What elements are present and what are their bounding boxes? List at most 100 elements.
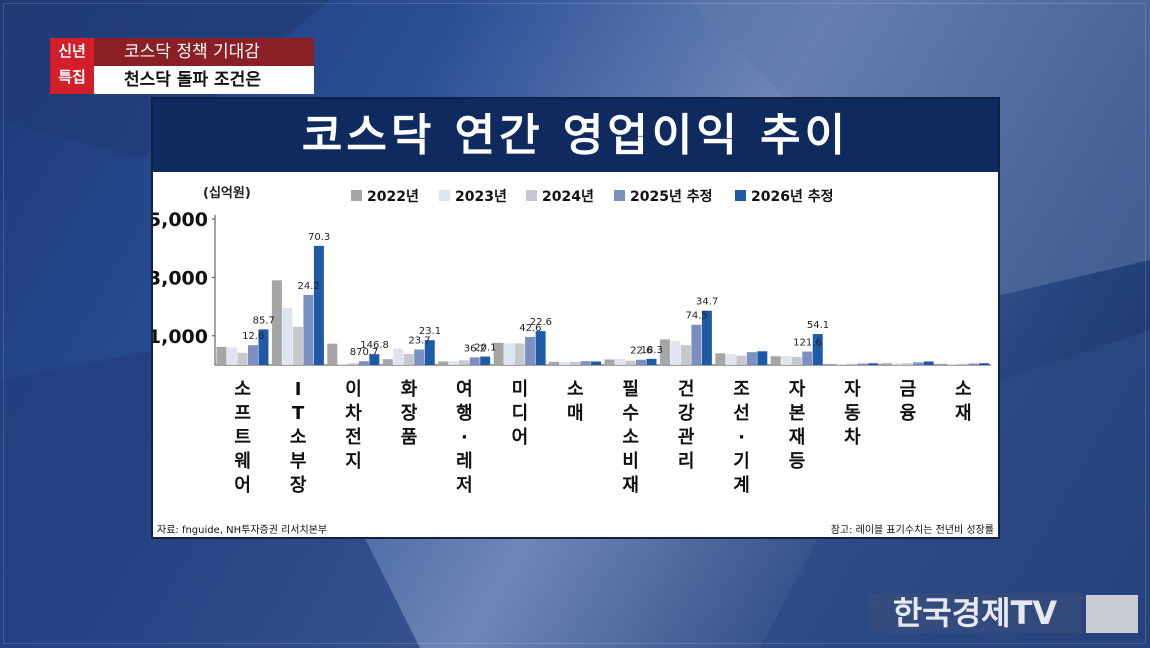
bar: [382, 359, 393, 365]
bar: [781, 355, 792, 365]
bar: [237, 352, 248, 365]
bar: [937, 363, 948, 365]
category-label: 여 행 · 레 저: [456, 379, 473, 496]
bar-data-label: 36.2: [464, 343, 486, 354]
bar-data-label: 54.1: [807, 320, 829, 331]
bar-data-label: 870.7: [350, 347, 379, 358]
bar-data-label: 24.2: [298, 281, 320, 292]
bar: [691, 324, 702, 365]
bar: [303, 294, 314, 365]
bar: [923, 361, 934, 365]
bar: [857, 363, 868, 365]
broadcaster-logo: 한국경제TV: [868, 593, 1138, 633]
bar: [559, 361, 570, 365]
bar: [881, 363, 892, 365]
bar: [670, 341, 681, 365]
bar: [258, 329, 269, 365]
bar-data-label: 18.3: [641, 345, 663, 356]
bar: [847, 363, 858, 365]
bar: [525, 336, 536, 365]
chart-panel: 코스닥 연간 영업이익 추이 (십억원) 1,000 3,000 5,000 2022년…: [151, 97, 1000, 539]
legend-swatch: [351, 190, 362, 201]
bar: [947, 363, 958, 365]
bar: [247, 345, 258, 365]
bar-data-label: 70.3: [308, 232, 330, 243]
bar: [459, 360, 470, 365]
bar: [358, 361, 369, 365]
legend-swatch: [614, 190, 625, 201]
bar: [469, 357, 480, 365]
bar: [791, 356, 802, 365]
video-frame: [3, 3, 1146, 644]
legend-swatch: [735, 190, 746, 201]
caption-line1: 코스닥 정책 기대감: [94, 38, 314, 66]
bar-data-label: 42.6: [519, 323, 541, 334]
bar: [659, 339, 670, 365]
legend-swatch: [526, 190, 537, 201]
bar: [868, 363, 879, 365]
bar: [535, 331, 546, 365]
source-note: 자료: fnguide, NH투자증권 리서치본부: [157, 524, 327, 536]
bar-data-label: 23.1: [419, 326, 441, 337]
bar: [826, 363, 837, 365]
bar: [812, 334, 823, 365]
bar: [902, 363, 913, 365]
bar: [715, 353, 726, 365]
bar: [216, 346, 227, 365]
bar: [271, 280, 282, 365]
bar: [958, 363, 969, 365]
bar: [493, 342, 504, 365]
bar-data-label: 85.7: [253, 315, 275, 326]
special-tag-line1: 신년: [58, 42, 86, 60]
special-tag-line2: 특집: [58, 68, 86, 86]
chart-title: 코스닥 연간 영업이익 추이: [153, 99, 998, 172]
legend-label: 2026년 추정: [751, 188, 833, 205]
unit-label: (십억원): [203, 185, 251, 201]
bar: [549, 361, 560, 365]
bar: [725, 354, 736, 365]
bar: [313, 245, 324, 365]
chart-note: 참고: 레이블 표기수치는 전년비 성장률: [831, 524, 994, 536]
bar: [393, 348, 404, 365]
bar-data-label: 74.5: [686, 311, 708, 322]
bar: [979, 363, 990, 365]
bar-data-label: 146.8: [360, 340, 389, 351]
bar-chart: (십억원) 1,000 3,000 5,000 2022년 2023년 2024년 2025년…: [153, 185, 994, 536]
bar: [369, 354, 380, 365]
bar: [403, 353, 414, 365]
bar: [424, 340, 435, 365]
legend-label: 2022년: [367, 189, 419, 205]
bar: [226, 347, 237, 365]
broadcaster-name: 한국경제TV: [868, 593, 1082, 633]
bar: [736, 355, 747, 365]
legend-label: 2025년 추정: [630, 188, 712, 205]
bar: [680, 345, 691, 365]
bar: [414, 349, 425, 365]
bar-data-label: 20.1: [474, 343, 496, 354]
y-tick-label: 1,000: [153, 326, 208, 348]
bar: [348, 363, 359, 365]
bar: [480, 356, 491, 365]
category-label: 조 선 · 기 계: [733, 379, 750, 496]
bar: [504, 343, 515, 365]
bar: [836, 363, 847, 365]
bar: [604, 359, 615, 365]
legend-label: 2024년: [542, 189, 594, 205]
legend-swatch: [439, 190, 450, 201]
bar: [968, 363, 979, 365]
bar: [701, 310, 712, 365]
y-tick-label: 3,000: [153, 267, 208, 289]
legend-label: 2023년: [455, 189, 507, 205]
bar-data-label: 121.6: [793, 338, 822, 349]
caption-line2: 천스닥 돌파 조건은: [94, 66, 314, 94]
